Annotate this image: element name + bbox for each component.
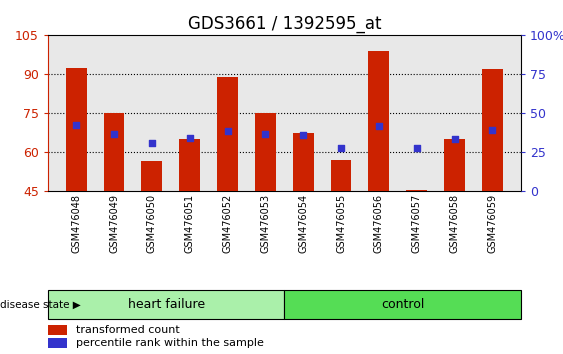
Point bbox=[337, 145, 346, 151]
Point bbox=[261, 131, 270, 137]
Bar bbox=[406, 190, 427, 191]
Point bbox=[223, 129, 232, 134]
Bar bbox=[284, 290, 521, 319]
Point bbox=[185, 135, 194, 141]
Bar bbox=[48, 290, 284, 319]
Bar bbox=[48, 338, 67, 348]
Bar bbox=[217, 77, 238, 191]
Text: transformed count: transformed count bbox=[76, 325, 180, 335]
Point bbox=[72, 122, 81, 128]
Text: percentile rank within the sample: percentile rank within the sample bbox=[76, 338, 264, 348]
Bar bbox=[482, 69, 503, 191]
Point bbox=[412, 145, 421, 151]
Bar bbox=[66, 68, 87, 191]
Text: control: control bbox=[381, 298, 425, 311]
Bar bbox=[444, 139, 465, 191]
Bar bbox=[293, 133, 314, 191]
Point bbox=[110, 131, 119, 137]
Bar bbox=[104, 113, 124, 191]
Bar bbox=[141, 161, 162, 191]
Title: GDS3661 / 1392595_at: GDS3661 / 1392595_at bbox=[187, 15, 381, 33]
Point bbox=[148, 140, 157, 146]
Point bbox=[450, 136, 459, 142]
Bar bbox=[255, 113, 276, 191]
Text: disease state ▶: disease state ▶ bbox=[0, 299, 81, 309]
Bar bbox=[369, 51, 389, 191]
Point bbox=[488, 127, 497, 133]
Bar bbox=[180, 139, 200, 191]
Point bbox=[299, 132, 308, 138]
Bar bbox=[330, 160, 351, 191]
Bar bbox=[48, 325, 67, 335]
Text: heart failure: heart failure bbox=[128, 298, 204, 311]
Point bbox=[374, 124, 383, 129]
